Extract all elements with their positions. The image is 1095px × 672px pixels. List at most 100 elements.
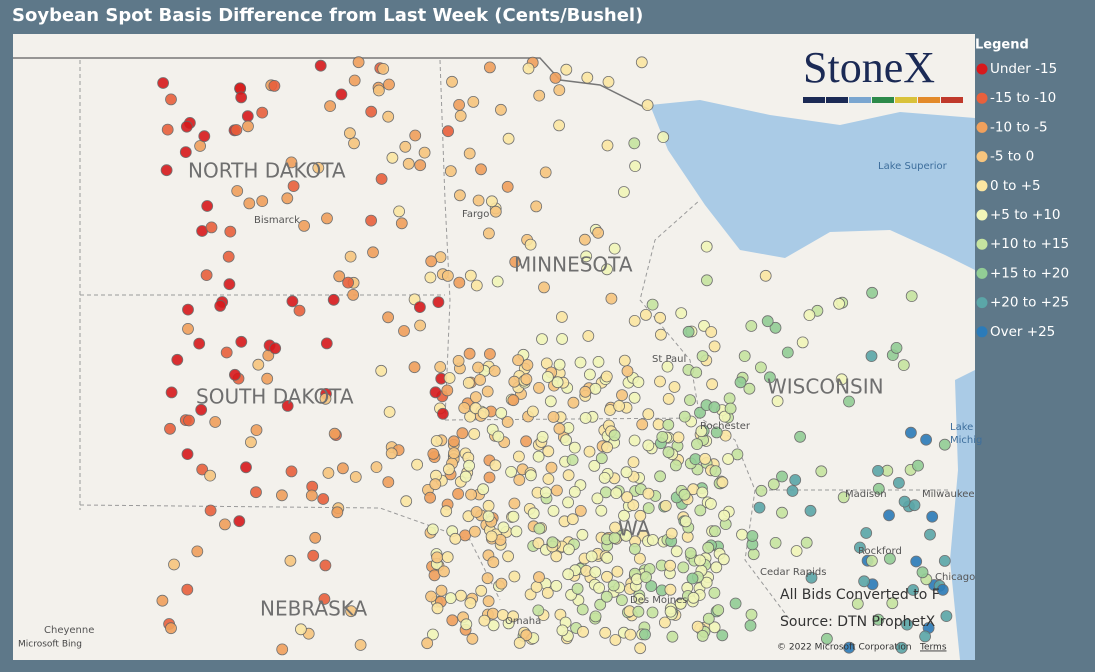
bid-point: [866, 286, 878, 299]
bid-point: [595, 504, 608, 517]
border: [444, 417, 791, 621]
bid-point: [432, 296, 445, 309]
bid-point: [690, 366, 703, 379]
bid-point: [446, 614, 459, 627]
bid-point: [843, 395, 855, 408]
bid-point: [530, 200, 543, 213]
bid-point: [618, 354, 631, 367]
bid-point: [256, 106, 269, 119]
bid-point: [193, 337, 206, 350]
bid-point: [345, 605, 358, 618]
bid-point: [662, 392, 675, 405]
bid-point: [670, 545, 683, 558]
bid-point: [533, 522, 546, 535]
bid-point: [510, 525, 523, 538]
bid-point: [608, 242, 621, 255]
bid-point: [665, 527, 678, 540]
bid-point: [507, 510, 520, 523]
bid-point: [482, 499, 495, 512]
legend-swatch: [976, 63, 988, 75]
legend: Under -15 -15 to -10 -10 to -5 -5 to 0 0 to …: [976, 61, 1069, 340]
bid-point: [241, 110, 254, 123]
bid-point: [627, 456, 640, 469]
bid-point: [746, 530, 759, 542]
bid-point: [655, 328, 667, 341]
bid-point: [214, 299, 227, 312]
bid-point: [281, 399, 294, 412]
bid-point: [695, 425, 708, 438]
bid-point: [307, 549, 320, 562]
bid-point: [753, 501, 766, 514]
bid-point: [553, 358, 566, 371]
water: [650, 100, 975, 660]
bid-point: [448, 447, 460, 460]
bid-point: [437, 565, 450, 578]
bid-point: [912, 459, 924, 472]
logo-bar-segment: [803, 97, 825, 103]
bid-point: [672, 431, 685, 444]
bid-point: [895, 641, 908, 654]
bid-point: [611, 565, 624, 578]
bid-point: [324, 100, 337, 112]
bid-point: [601, 139, 614, 152]
bid-point: [533, 89, 546, 102]
bid-point: [716, 476, 729, 489]
bid-point: [576, 603, 589, 616]
water-label: Lake Superior: [878, 161, 948, 172]
bid-point: [883, 509, 895, 522]
bid-point: [718, 410, 731, 423]
bid-point: [157, 77, 170, 89]
bid-point: [556, 333, 568, 345]
bid-point: [452, 354, 465, 367]
lake-michigan: [950, 370, 975, 660]
bid-point: [460, 618, 473, 631]
bid-point: [905, 290, 918, 303]
bid-point: [595, 452, 608, 465]
bid-point: [482, 227, 495, 240]
legend-title: Legend: [975, 38, 1029, 53]
bid-point: [348, 74, 361, 87]
bid-point: [382, 311, 395, 324]
bid-point: [629, 160, 641, 173]
bid-point: [718, 509, 730, 522]
logo-bar-segment: [849, 97, 871, 103]
bid-point: [327, 293, 340, 306]
legend-label: +20 to +25: [990, 295, 1069, 311]
bid-point: [495, 577, 508, 590]
bid-point: [712, 604, 725, 616]
bid-point: [542, 445, 555, 458]
bid-point: [577, 625, 589, 638]
bid-point: [901, 618, 913, 631]
bid-point: [228, 368, 241, 381]
lake-superior: [650, 100, 975, 270]
bid-point: [553, 119, 565, 132]
bid-point: [800, 536, 813, 549]
bid-point: [542, 473, 555, 485]
bid-point: [616, 594, 628, 606]
bid-point: [576, 528, 589, 541]
bid-point: [424, 491, 437, 504]
bid-point: [398, 325, 410, 337]
bid-point: [645, 580, 658, 592]
bid-point: [568, 485, 581, 498]
bid-point: [386, 151, 399, 164]
bid-point: [442, 463, 455, 476]
legend-label: +15 to +20: [990, 265, 1069, 281]
bid-point: [508, 497, 521, 510]
bid-point: [815, 465, 828, 478]
bid-point: [835, 373, 848, 386]
bid-point: [441, 269, 454, 282]
logo: StoneX: [803, 43, 935, 92]
bid-point: [179, 146, 192, 159]
city-label: Des Moines: [630, 595, 687, 606]
bid-point: [322, 467, 335, 479]
bid-point: [244, 436, 257, 449]
bid-point: [583, 445, 596, 458]
bid-point: [710, 561, 723, 574]
bid-point: [454, 110, 467, 122]
bid-point: [168, 558, 180, 571]
terms-link[interactable]: Terms: [919, 643, 947, 653]
bid-point: [634, 552, 646, 565]
bid-point: [546, 536, 559, 549]
city-label: Cheyenne: [44, 625, 94, 636]
